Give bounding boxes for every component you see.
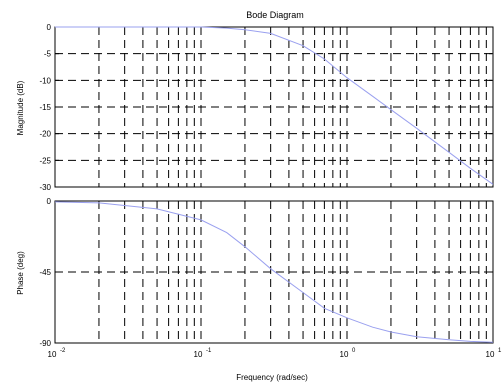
x-tick-label: 10 [340, 350, 349, 359]
x-tick-exponent: -2 [60, 348, 66, 354]
x-tick-exponent: -1 [206, 348, 212, 354]
x-tick-exponent: 1 [498, 348, 502, 354]
magnitude-curve [55, 26, 494, 185]
x-tick-label: 10 [486, 350, 495, 359]
phase-y-tick-label: -45 [39, 268, 51, 277]
x-tick-exponent: 0 [352, 348, 356, 354]
x-tick-labels: 10 -2 10 -1 10 0 10 1 [48, 348, 502, 359]
chart-title: Bode Diagram [246, 10, 304, 20]
phase-y-tick-label: -90 [39, 339, 51, 348]
magnitude-y-axis-label: Magnitude (dB) [16, 80, 25, 135]
magnitude-y-tick-label: -25 [39, 156, 51, 165]
magnitude-y-tick-label: -20 [39, 130, 51, 139]
magnitude-y-tick-label: -15 [39, 103, 51, 112]
x-axis-label: Frequency (rad/sec) [236, 373, 308, 382]
magnitude-y-tick-label: -5 [44, 50, 52, 59]
phase-panel: 0 -45 -90 [39, 197, 494, 348]
phase-y-axis-label: Phase (deg) [16, 251, 25, 295]
magnitude-y-tick-label: 0 [47, 23, 52, 32]
magnitude-y-tick-label: -10 [39, 76, 51, 85]
x-tick-label: 10 [48, 350, 57, 359]
magnitude-panel: 0 -5 -10 -15 -20 -25 -30 [39, 23, 494, 192]
phase-y-tick-label: 0 [47, 197, 52, 206]
x-tick-label: 10 [194, 350, 203, 359]
magnitude-y-tick-label: -30 [39, 183, 51, 192]
phase-curve [54, 201, 494, 343]
